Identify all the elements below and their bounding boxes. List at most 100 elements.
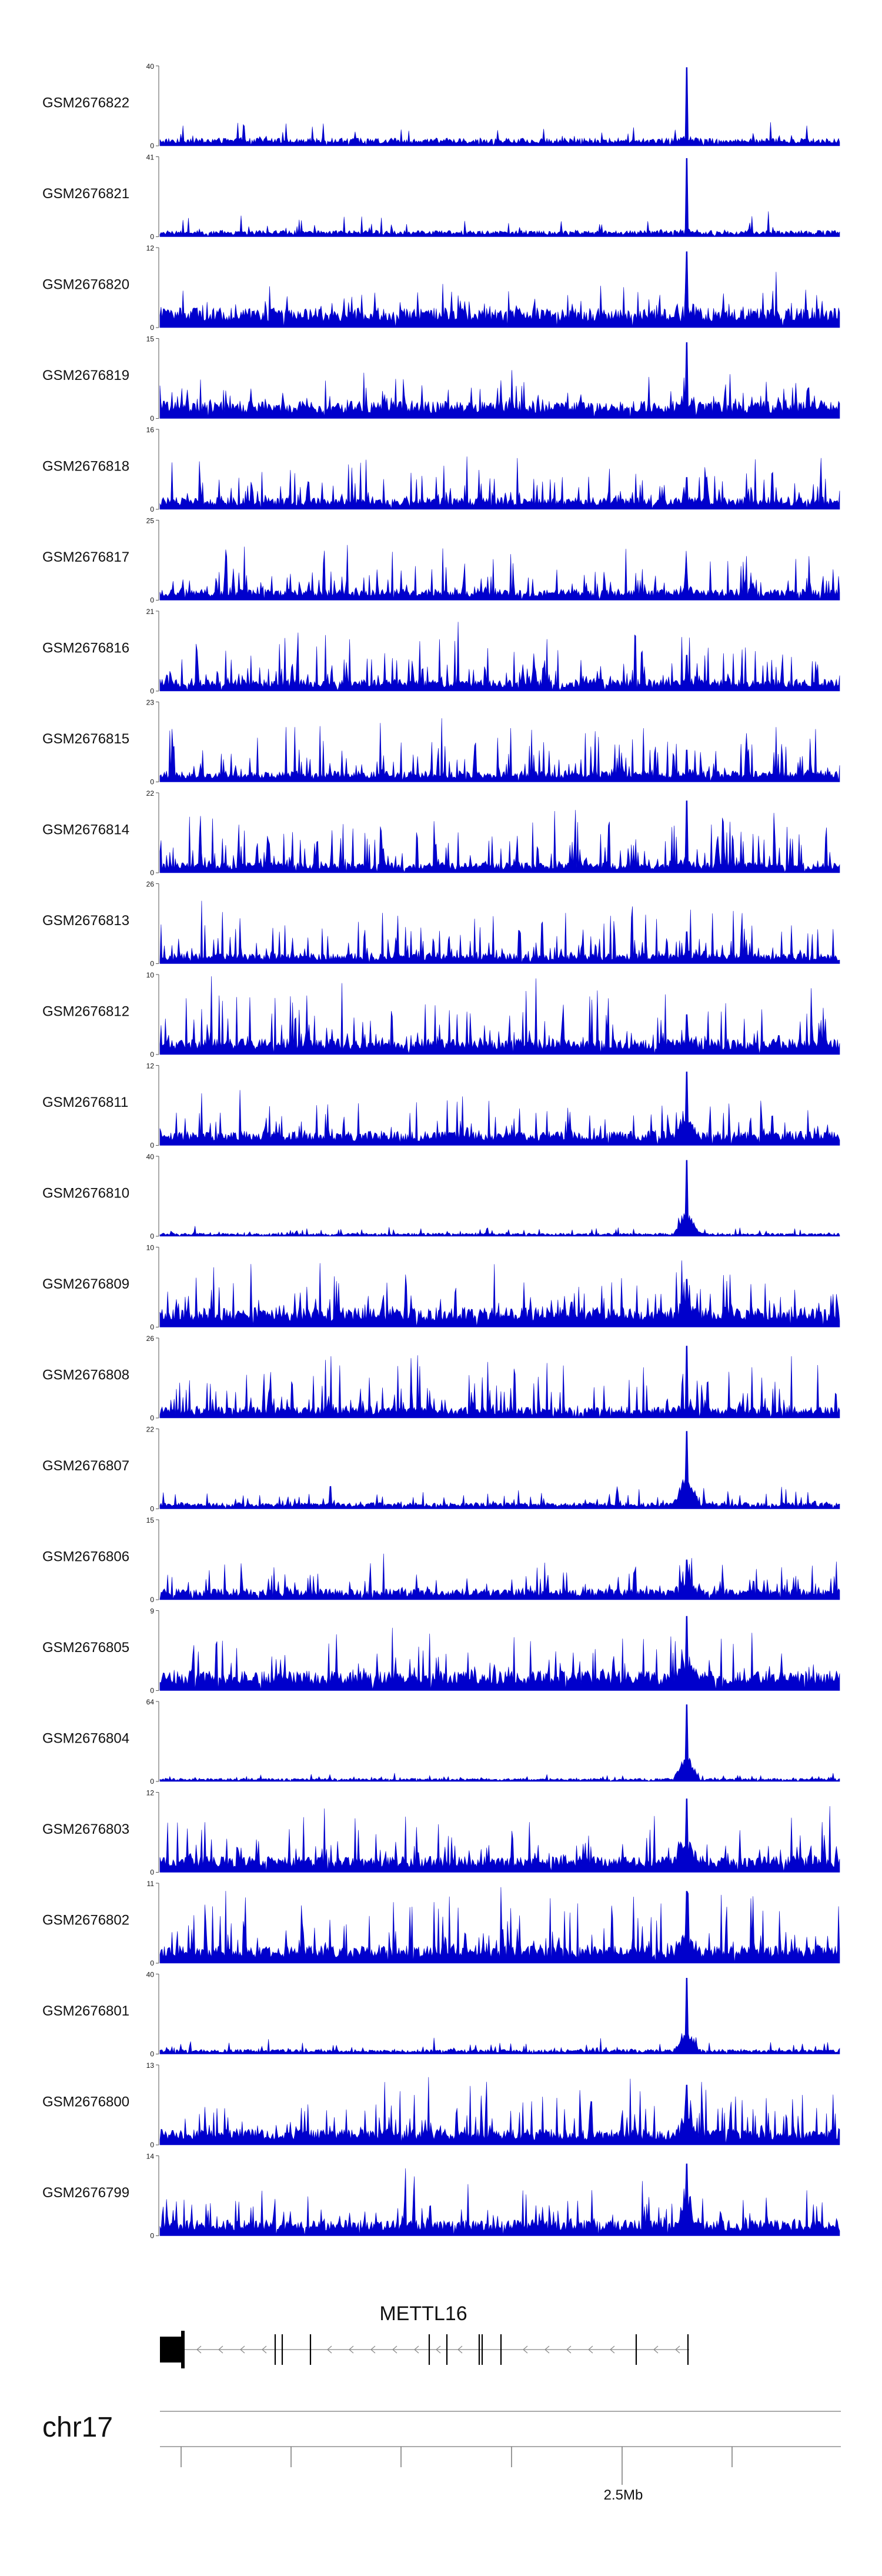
y-min-label: 0 [150,687,154,695]
y-max-label: 11 [147,1880,155,1888]
y-max-label: 15 [146,335,155,343]
y-min-label: 0 [150,1868,154,1877]
track-GSM2676809: GSM2676809 10 0 [42,1244,840,1332]
signal-area [159,67,840,146]
signal-area [159,1260,840,1327]
signal-area [159,900,840,964]
y-min-label: 0 [150,1596,154,1604]
y-min-label: 0 [150,2141,154,2149]
track-label: GSM2676821 [42,186,129,202]
track-GSM2676817: GSM2676817 25 0 [42,517,840,605]
y-min-label: 0 [150,2232,154,2240]
y-min-label: 0 [150,869,154,877]
track-label: GSM2676807 [42,1458,129,1474]
y-max-label: 14 [146,2153,155,2161]
y-max-label: 22 [146,789,155,798]
track-GSM2676822: GSM2676822 40 0 [42,62,840,150]
y-min-label: 0 [150,960,154,968]
y-max-label: 25 [146,517,155,525]
track-GSM2676801: GSM2676801 40 0 [42,1971,840,2058]
genome-axis: chr17 2.5Mb [42,2411,841,2503]
signal-area [159,1887,840,1964]
track-GSM2676811: GSM2676811 12 0 [42,1062,840,1150]
y-max-label: 12 [146,1789,155,1797]
y-min-label: 0 [150,1050,154,1059]
signal-area [159,1072,840,1146]
track-label: GSM2676814 [42,822,129,838]
gene-utr-block [160,2337,181,2363]
track-GSM2676813: GSM2676813 26 0 [42,880,840,968]
y-max-label: 15 [146,1516,155,1524]
strand-chevron [349,2345,354,2354]
gene-track: METTL16 [160,2303,689,2368]
track-label: GSM2676820 [42,277,129,293]
track-GSM2676808: GSM2676808 26 0 [42,1334,840,1422]
track-GSM2676802: GSM2676802 11 0 [42,1880,840,1967]
strand-chevron [196,2345,202,2354]
y-max-label: 21 [146,608,155,616]
signal-area [159,622,840,692]
track-GSM2676804: GSM2676804 64 0 [42,1698,840,1786]
strand-chevron [262,2345,267,2354]
track-GSM2676816: GSM2676816 21 0 [42,608,840,695]
y-max-label: 13 [146,2061,155,2070]
y-max-label: 40 [146,1971,155,1979]
y-max-label: 9 [150,1607,154,1616]
track-GSM2676819: GSM2676819 15 0 [42,335,840,423]
axis-tick-label: 2.5Mb [604,2487,643,2503]
y-min-label: 0 [150,505,154,513]
chromosome-label: chr17 [42,2412,113,2443]
signal-area [159,800,840,873]
y-max-label: 22 [146,1426,155,1434]
strand-chevron [370,2345,376,2354]
y-max-label: 12 [146,244,155,252]
y-min-label: 0 [150,1142,154,1150]
y-max-label: 10 [146,1244,155,1252]
track-label: GSM2676811 [42,1095,128,1110]
strand-chevron [218,2345,223,2354]
y-max-label: 41 [146,154,155,162]
signal-area [159,2077,840,2145]
track-GSM2676803: GSM2676803 12 0 [42,1789,840,1877]
y-min-label: 0 [150,1232,154,1240]
y-min-label: 0 [150,1687,154,1695]
gene-label: METTL16 [379,2303,467,2325]
y-min-label: 0 [150,233,154,241]
y-min-label: 0 [150,1777,154,1786]
signal-area [159,251,840,328]
signal-area [159,1798,840,1873]
strand-chevron [588,2345,593,2354]
track-GSM2676800: GSM2676800 13 0 [42,2061,840,2149]
signal-area [159,718,840,782]
track-label: GSM2676806 [42,1549,129,1565]
track-GSM2676815: GSM2676815 23 0 [42,699,840,786]
track-label: GSM2676803 [42,1821,129,1837]
signal-area [159,1160,840,1237]
y-max-label: 64 [146,1698,155,1706]
signal-area [159,976,840,1055]
strand-chevron [414,2345,419,2354]
y-max-label: 12 [146,1062,155,1070]
strand-chevron [675,2345,680,2354]
signal-area [159,1616,840,1691]
track-label: GSM2676812 [42,1004,129,1020]
signal-area [159,342,840,419]
y-min-label: 0 [150,1323,154,1332]
signal-area [159,545,840,600]
y-max-label: 10 [146,971,155,979]
y-min-label: 0 [150,596,154,605]
y-min-label: 0 [150,323,154,332]
track-label: GSM2676817 [42,549,129,565]
track-GSM2676810: GSM2676810 40 0 [42,1153,840,1240]
signal-area [159,1346,840,1419]
signal-area [159,1978,840,2055]
strand-chevron [566,2345,572,2354]
signal-area [159,456,840,510]
track-label: GSM2676801 [42,2003,129,2019]
track-label: GSM2676818 [42,459,129,475]
y-min-label: 0 [150,2050,154,2058]
track-GSM2676807: GSM2676807 22 0 [42,1426,840,1513]
track-GSM2676821: GSM2676821 41 0 [42,154,840,241]
track-label: GSM2676804 [42,1731,129,1747]
